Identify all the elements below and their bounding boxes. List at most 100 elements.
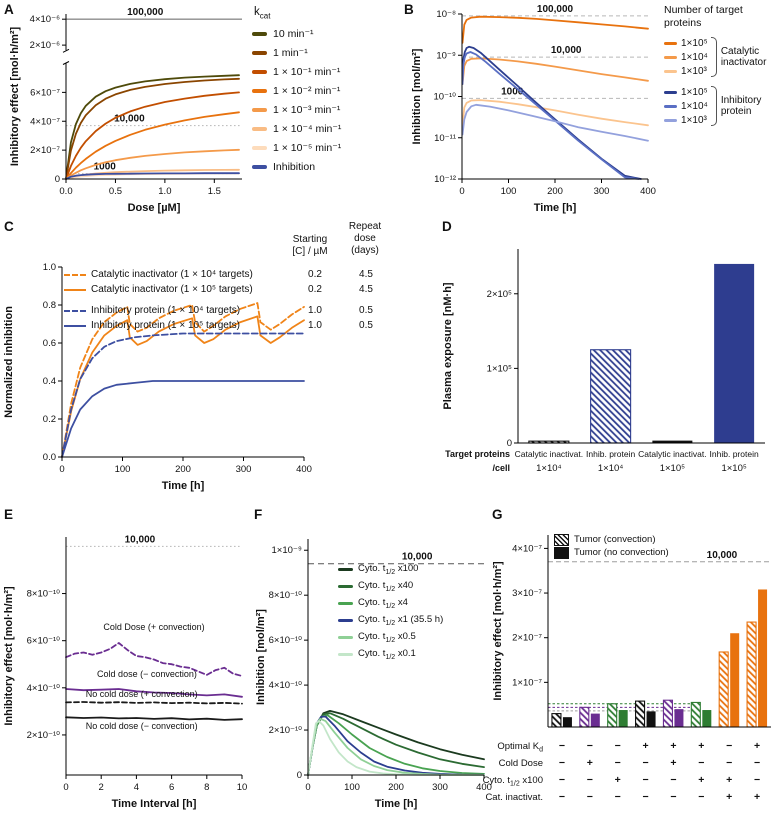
ref-label-100-000: 100,000 (127, 7, 164, 18)
series-kcat-10 (65, 74, 240, 180)
bar-no-convection (758, 589, 768, 727)
legend-group-label: Catalytic inactivator (720, 45, 767, 69)
legend-label: 1×10⁴ (681, 51, 708, 63)
x-tick-label: 1.0 (158, 186, 171, 197)
legend-swatch (252, 50, 267, 55)
legend-swatch (64, 324, 86, 327)
axis-side-label: Target proteins (445, 449, 510, 459)
matrix-sign: − (754, 774, 760, 786)
legend-swatch (64, 288, 86, 291)
series-no-cold-noconv (65, 716, 243, 721)
x-tick-label: 4 (134, 782, 139, 793)
series-cat-1e5 (461, 15, 649, 44)
x-tick-label: 0.0 (59, 186, 72, 197)
panel-a: A 100,000 10,000 1000 0 2×10⁻⁷ 4×10⁻⁷ 6×10⁻⁷ 2×… (0, 0, 392, 215)
legend-a-item-kcat-1e-5: 1 × 10⁻⁵ min⁻¹ (252, 138, 390, 157)
x-axis-label: Time Interval [h] (112, 798, 197, 810)
matrix-sign: − (670, 774, 676, 786)
y-tick-label: 2×10⁻⁷ (30, 145, 60, 156)
legend-swatch (664, 104, 677, 108)
bar-category-name: Catalytic inactivat. (515, 449, 584, 459)
y-axis-label: Inhibitory effect [mol·h/m²] (3, 586, 15, 726)
bar-no-convection (646, 711, 656, 727)
ref-label-10-000: 10,000 (707, 550, 738, 561)
repeat-dose-value: 0.5 (359, 320, 373, 331)
y-tick-label: 0 (55, 174, 60, 185)
y-tick-label: 4×10⁻⁷ (30, 116, 60, 127)
matrix-sign: + (726, 791, 732, 803)
bar-category-count: 1×10⁵ (660, 463, 685, 474)
legend-g-item-tumor-convection: Tumor (convection) (554, 533, 709, 546)
annotation-cold-dose-convection: Cold Dose (+ convection) (103, 622, 204, 632)
legend-b-title: Number of target proteins (664, 4, 743, 29)
legend-swatch (338, 619, 353, 622)
bar-category-count: 1×10⁴ (598, 463, 623, 474)
x-tick-label: 200 (547, 186, 563, 197)
y-tick-label: 2×10⁻⁷ (512, 633, 542, 644)
x-tick-label: 200 (388, 782, 404, 793)
header-line: [C] / µM (292, 246, 328, 257)
legend-b-group-inhibitory-protein: 1×10⁵ 1×10⁴ 1×10³ Inhibitory protein (664, 85, 776, 127)
x-tick-label: 0 (459, 186, 464, 197)
legend-swatch (554, 533, 569, 546)
legend-label: 1 × 10⁻¹ min⁻¹ (273, 65, 341, 78)
y-tick-label: 3×10⁻⁷ (512, 588, 542, 599)
y-tick-label: 4×10⁻¹⁰ (269, 680, 303, 691)
legend-bracket (710, 86, 717, 127)
legend-label: 1×10³ (681, 114, 707, 126)
series-inhibition (65, 172, 240, 180)
x-tick-label: 0 (63, 782, 68, 793)
legend-label: Catalytic inactivator (1 × 10⁵ targets) (91, 284, 253, 295)
y-tick-label: 1×10⁻⁹ (272, 545, 302, 556)
x-axis-label: Time [h] (534, 202, 577, 214)
series-cat-inact-1e4 (61, 302, 305, 458)
series-cold-dose-noconv (65, 688, 243, 698)
matrix-sign: − (726, 740, 732, 752)
legend-c-item-inhibitory-protein-1-10-targets: Inhibitory protein (1 × 10⁴ targets) 1.0 0… (64, 303, 400, 318)
x-tick-label: 300 (432, 782, 448, 793)
matrix-row-label-cat-inactivat: Cat. inactivat. (485, 792, 543, 803)
bar-convection (718, 651, 729, 728)
matrix-row-label-cold-dose: Cold Dose (499, 758, 543, 769)
series-inh-1e3 (461, 103, 649, 142)
ref-label-100-000: 100,000 (537, 4, 574, 15)
legend-swatch (664, 41, 677, 45)
y-tick-label: 0.8 (43, 300, 56, 311)
bar-inhib-protein-1-10 (714, 263, 755, 443)
matrix-sign: − (587, 791, 593, 803)
legend-c-headers: Starting [C] / µM Repeat dose (days) (0, 221, 440, 267)
panel-e: E 10,000 2×10⁻¹⁰ 4×10⁻¹⁰ 6×10⁻¹⁰ 8×10⁻¹⁰ 0 2 4 6… (0, 505, 252, 833)
y-axis-label: Inhibitory effect [mol·h/m²] (492, 561, 504, 701)
legend-b-group-catalytic-inactivator: 1×10⁵ 1×10⁴ 1×10³ Catalytic inactivator (664, 36, 776, 78)
series-kcat-1e-2 (65, 111, 240, 180)
bar-convection (579, 706, 590, 728)
legend-b-item-1-10: 1×10³ (664, 113, 708, 127)
bar-convection (662, 699, 673, 728)
matrix-sign: − (698, 791, 704, 803)
legend-swatch (664, 69, 677, 73)
y-tick-label: 10⁻¹⁰ (433, 92, 456, 103)
y-tick-label: 2×10⁻¹⁰ (27, 730, 61, 741)
chart-d-plot: Catalytic inactivat. 1×10⁴ Inhib. protein 1… (442, 249, 765, 474)
matrix-sign: − (615, 740, 621, 752)
legend-c-header-starting: Starting [C] / µM (282, 234, 338, 258)
x-axis-label: Time [h] (375, 798, 418, 810)
legend-b: Number of target proteins 1×10⁵ 1×10⁴ 1×10³… (664, 4, 776, 127)
starting-concentration-value: 1.0 (308, 320, 322, 331)
legend-group-label: Inhibitory protein (720, 94, 762, 118)
header-line: dose (354, 233, 376, 244)
bar-no-convection (590, 713, 600, 727)
x-tick-label: 6 (169, 782, 174, 793)
legend-label: 1×10⁵ (681, 37, 708, 49)
x-tick-label: 400 (476, 782, 492, 793)
y-tick-label: 2×10⁵ (487, 289, 512, 300)
chart-e-plot: 10,000 2×10⁻¹⁰ 4×10⁻¹⁰ 6×10⁻¹⁰ 8×10⁻¹⁰ 0 2 4 6 8 1… (3, 534, 247, 810)
y-tick-label: 6×10⁻⁷ (30, 87, 60, 98)
legend-label: Inhibition (273, 160, 316, 173)
legend-f-item-x1-35-5-h: Cyto. t1/2 x1 (35.5 h) (338, 612, 486, 629)
bar-catalytic-inactivat-1-10 (652, 440, 693, 443)
repeat-dose-value: 4.5 (359, 269, 373, 280)
y-axis-label: Plasma exposure [nM·h] (442, 282, 454, 409)
matrix-sign: − (615, 757, 621, 769)
legend-g: Tumor (convection) Tumor (no convection) (554, 533, 709, 559)
